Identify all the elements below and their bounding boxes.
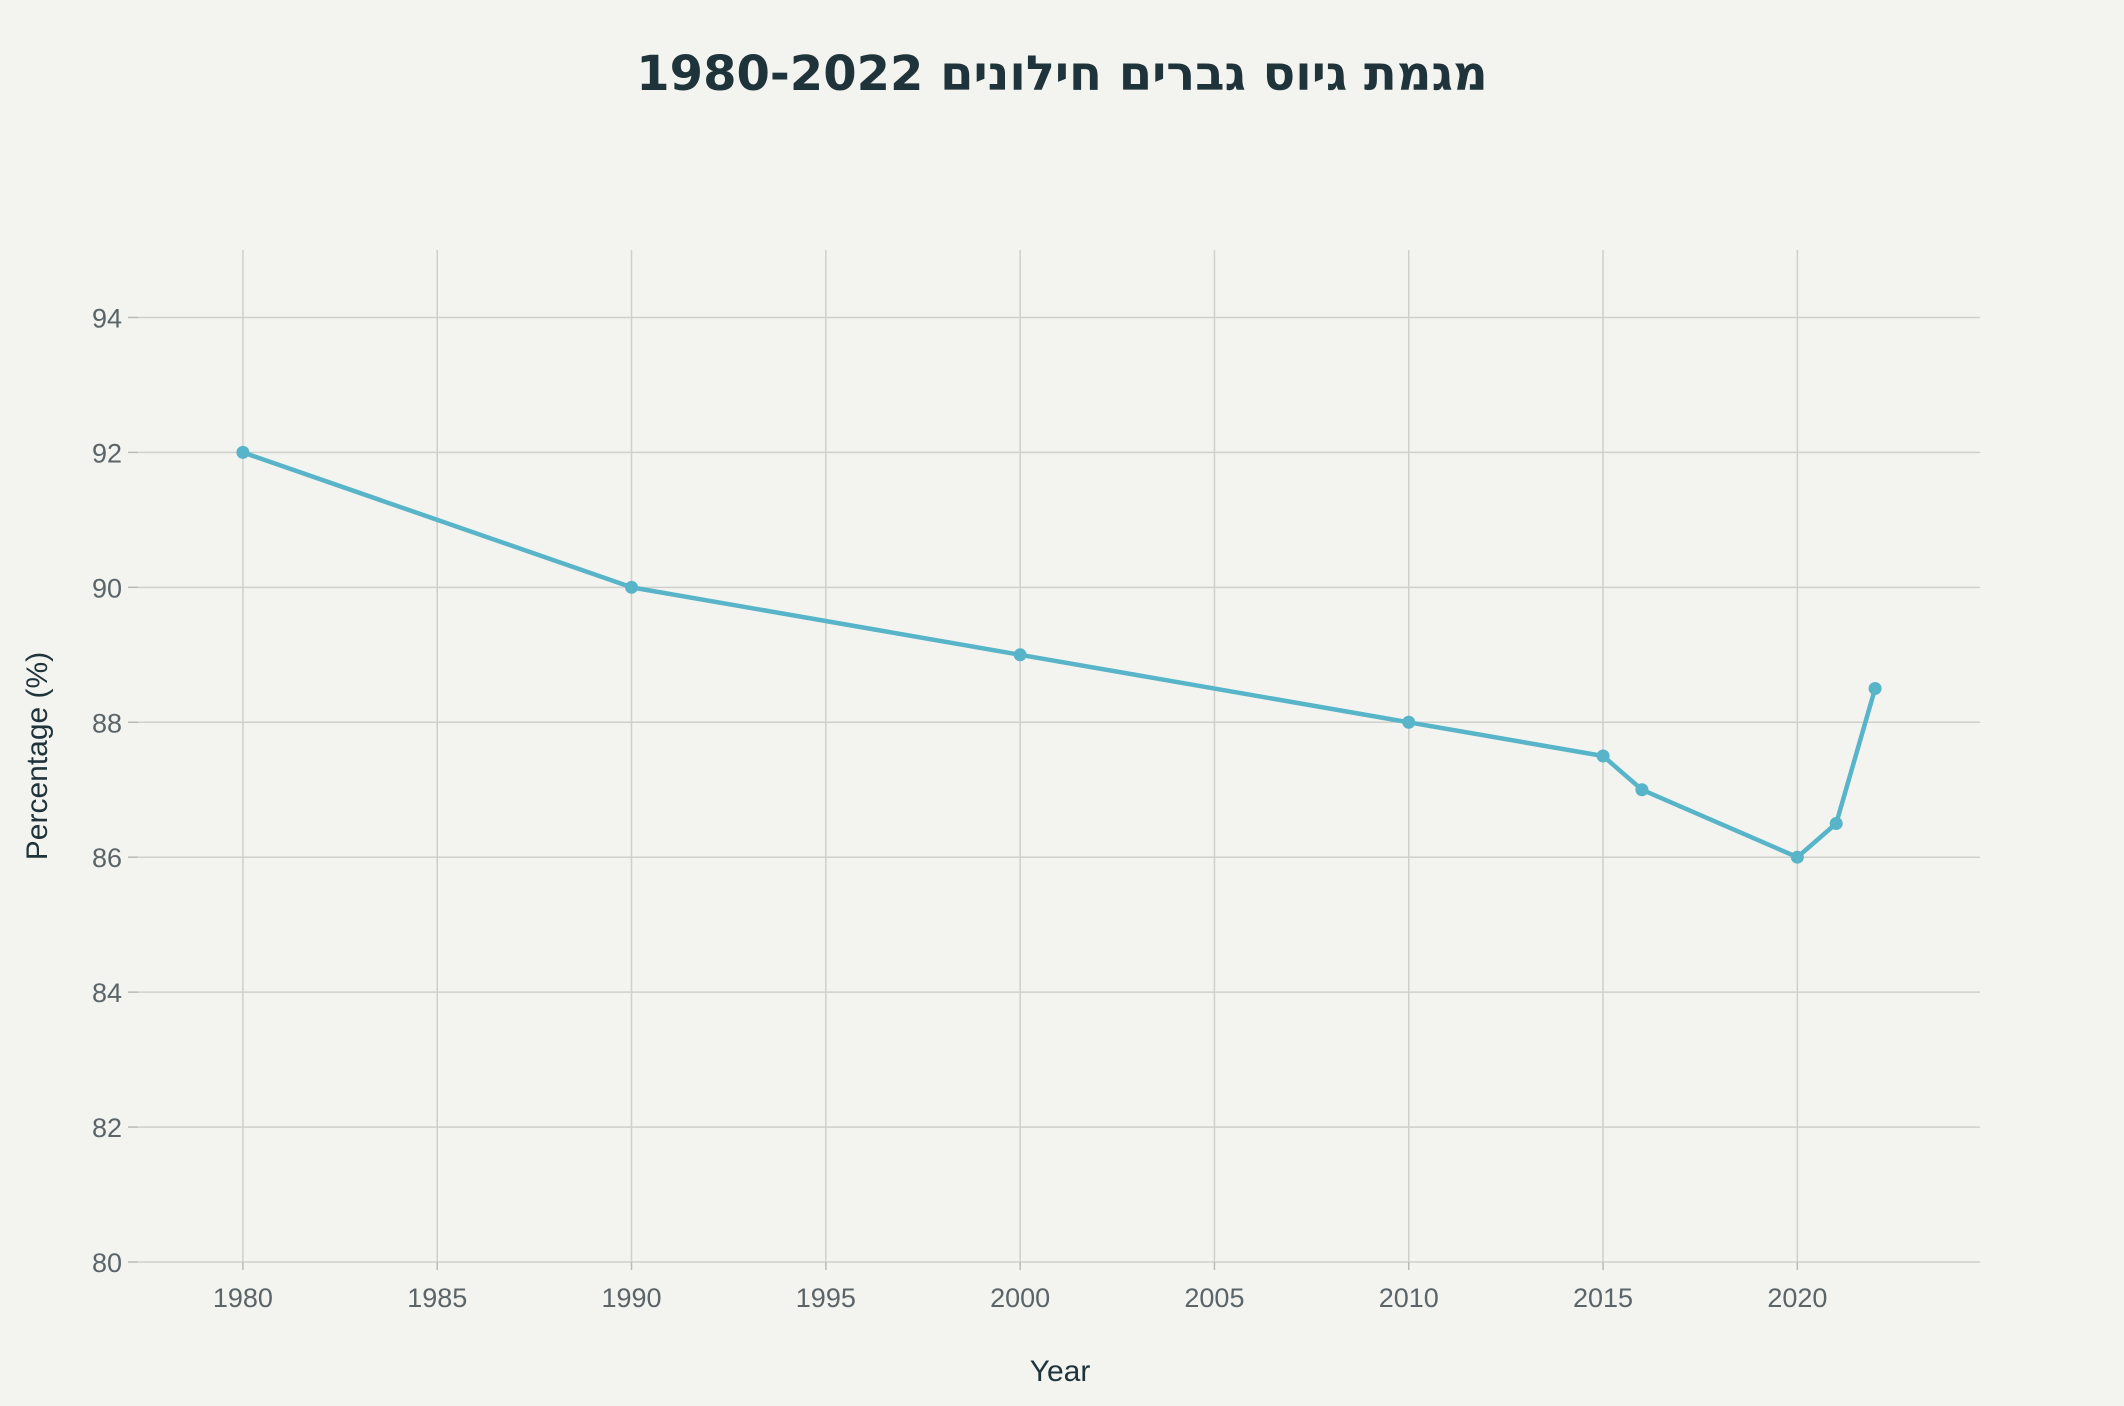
x-axis-title: Year (1030, 1355, 1091, 1388)
x-tick-label: 1985 (407, 1283, 467, 1313)
x-tick-label: 2010 (1379, 1283, 1439, 1313)
data-point[interactable] (1790, 850, 1804, 864)
series-layer (236, 445, 1882, 864)
y-tick-label: 84 (92, 978, 122, 1008)
data-point[interactable] (1596, 749, 1610, 763)
x-tick-label: 2020 (1767, 1283, 1827, 1313)
data-point[interactable] (236, 445, 250, 459)
x-tick-label: 2015 (1573, 1283, 1633, 1313)
axis-ticks: 1980 1985 1990 1995 2000 2005 2010 2015 2020 80 82… (92, 303, 1827, 1313)
y-tick-label: 88 (92, 708, 122, 738)
y-axis-title: Percentage (%) (21, 652, 54, 860)
series-line (240, 450, 1878, 860)
y-tick-label: 86 (92, 843, 122, 873)
x-tick-label: 2000 (990, 1283, 1050, 1313)
x-tick-label: 1990 (601, 1283, 661, 1313)
x-tick-label: 2005 (1184, 1283, 1244, 1313)
data-point[interactable] (1868, 682, 1882, 696)
chart-title: מגמת גיוס גברים חילונים 1980-2022 (636, 46, 1487, 102)
data-point[interactable] (1013, 648, 1027, 662)
x-tick-label: 1980 (213, 1283, 273, 1313)
y-tick-label: 82 (92, 1113, 122, 1143)
data-point[interactable] (625, 580, 639, 594)
y-tick-label: 92 (92, 438, 122, 468)
y-tick-label: 80 (92, 1248, 122, 1278)
data-point[interactable] (1829, 816, 1843, 830)
grid (138, 250, 1980, 1263)
y-tick-label: 94 (92, 303, 122, 333)
data-point[interactable] (1402, 715, 1416, 729)
x-tick-label: 1995 (796, 1283, 856, 1313)
data-point[interactable] (1635, 783, 1649, 797)
y-tick-label: 90 (92, 573, 122, 603)
